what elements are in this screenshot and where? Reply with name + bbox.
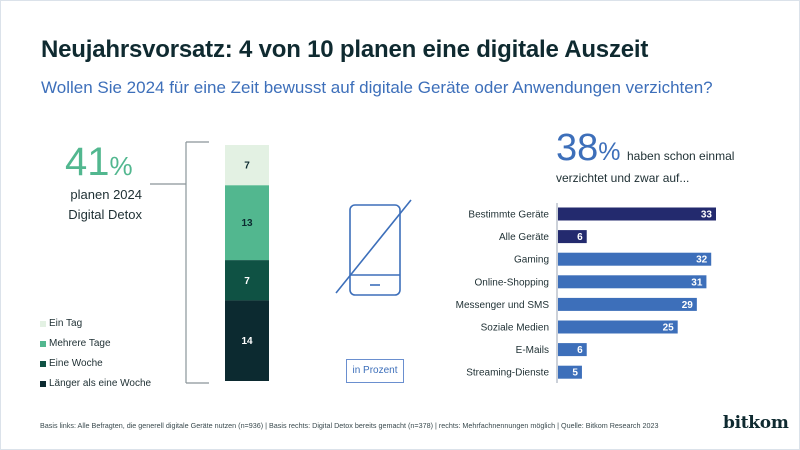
hbar-category-label: E-Mails <box>516 345 549 356</box>
hbar-category-label: Messenger und SMS <box>456 300 550 311</box>
stack-legend: Ein Tag Mehrere Tage Eine Woche Länger a… <box>40 314 151 394</box>
unit-label: in Prozent <box>346 359 404 383</box>
legend-swatch <box>40 381 46 387</box>
stack-segment-label: 7 <box>244 276 250 287</box>
hbar-value-label: 32 <box>696 255 708 266</box>
stack-segment-label: 14 <box>241 336 253 347</box>
legend-label: Ein Tag <box>49 318 83 329</box>
legend-item: Eine Woche <box>40 354 151 374</box>
left-headline-percent: 41% <box>65 140 133 185</box>
hbar-category-label: Gaming <box>514 255 549 266</box>
hbar <box>558 207 716 221</box>
hbar <box>558 252 712 266</box>
legend-label: Länger als eine Woche <box>49 378 152 389</box>
phone-crossed-out-icon <box>335 199 412 296</box>
stacked-bar: 7 13 7 14 <box>225 145 269 381</box>
left-caption-line1: planen 2024 <box>70 187 142 202</box>
footer-source: Basis links: Alle Befragten, die generel… <box>40 421 659 430</box>
hbar-category-label: Alle Geräte <box>499 232 549 243</box>
hbar-value-label: 25 <box>663 323 675 334</box>
legend-label: Eine Woche <box>49 358 103 369</box>
question-subtitle: Wollen Sie 2024 für eine Zeit bewusst au… <box>41 78 713 97</box>
left-big-number: 41 <box>65 140 110 184</box>
hbar-value-label: 5 <box>572 368 578 379</box>
page-title: Neujahrsvorsatz: 4 von 10 planen eine di… <box>41 36 649 63</box>
right-headline-percent: 38% <box>556 127 621 170</box>
stack-segment <box>225 145 269 186</box>
hbar-value-label: 31 <box>691 277 703 288</box>
hbar <box>558 365 582 379</box>
hbar-value-label: 29 <box>682 300 694 311</box>
stack-segment-label: 7 <box>244 161 250 172</box>
legend-item: Ein Tag <box>40 314 151 334</box>
stack-segment <box>225 300 269 381</box>
left-caption: planen 2024 Digital Detox <box>40 185 142 225</box>
bracket <box>150 141 209 384</box>
stack-segment <box>225 185 269 261</box>
legend-item: Mehrere Tage <box>40 334 151 354</box>
left-big-unit: % <box>109 151 133 181</box>
right-caption-line1: haben schon einmal <box>627 149 735 163</box>
right-caption-line2: verzichtet und zwar auf... <box>556 171 690 185</box>
hbar-category-label: Bestimmte Geräte <box>468 210 549 221</box>
legend-swatch <box>40 341 46 347</box>
stack-segment <box>225 260 269 301</box>
hbar <box>558 275 707 289</box>
legend-label: Mehrere Tage <box>49 338 111 349</box>
bitkom-logo: bitkom <box>723 413 789 433</box>
hbar <box>558 297 697 311</box>
horizontal-bar-chart: Bestimmte Geräte 33 Alle Geräte 6 Gaming 32 On… <box>456 207 716 379</box>
right-big-number: 38 <box>556 127 599 169</box>
hbar-category-label: Streaming-Dienste <box>466 368 549 379</box>
hbar <box>558 230 587 244</box>
hbar-value-label: 33 <box>701 210 713 221</box>
hbar-category-label: Online-Shopping <box>475 277 550 288</box>
hbar-value-label: 6 <box>577 345 583 356</box>
right-big-unit: % <box>598 138 621 166</box>
legend-item: Länger als eine Woche <box>40 374 151 394</box>
left-caption-line2: Digital Detox <box>68 207 142 222</box>
hbar <box>558 320 678 334</box>
hbar <box>558 343 587 357</box>
hbar-value-label: 6 <box>577 232 583 243</box>
hbar-category-label: Soziale Medien <box>481 323 549 334</box>
legend-swatch <box>40 361 46 367</box>
legend-swatch <box>40 321 46 327</box>
stack-segment-label: 13 <box>241 218 253 229</box>
